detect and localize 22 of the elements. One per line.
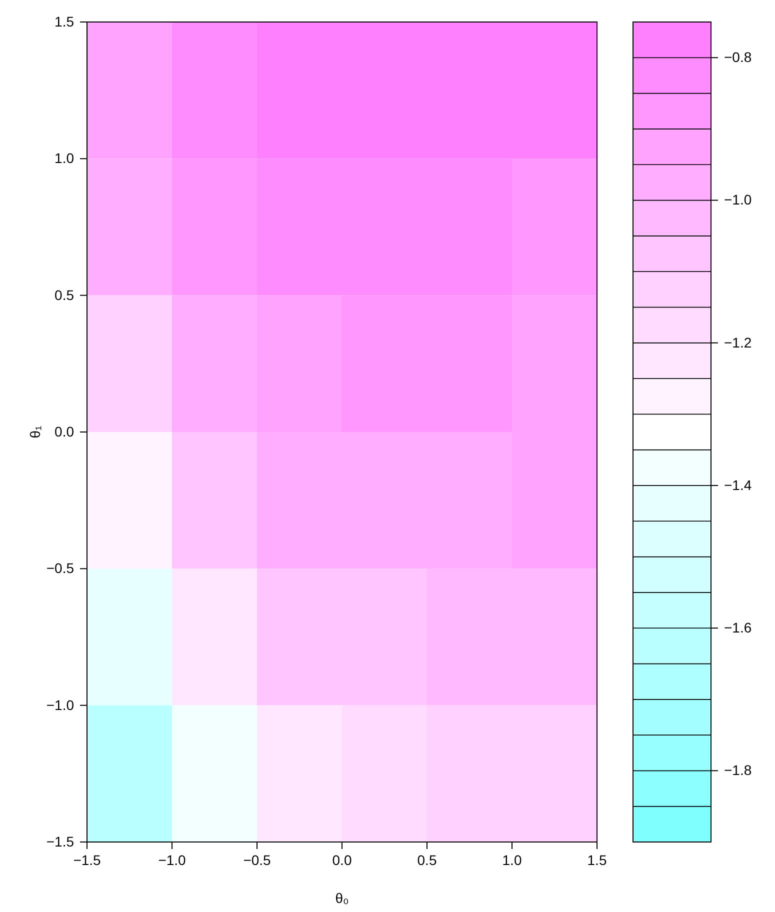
color-bar-label: −1.2 xyxy=(724,334,752,350)
x-tick-label: −1.5 xyxy=(73,852,102,868)
x-tick-label: 1.0 xyxy=(502,852,522,868)
x-tick-label: 1.5 xyxy=(587,852,607,868)
x-tick-label: −0.5 xyxy=(243,852,272,868)
x-tick-label: 0.5 xyxy=(417,852,437,868)
y-axis-title: θ₁ xyxy=(27,425,43,438)
color-bar-label: −1.6 xyxy=(724,620,752,636)
y-tick-label: 1.5 xyxy=(54,13,74,30)
y-tick-label: −0.5 xyxy=(46,560,74,576)
y-tick-label: 0.0 xyxy=(54,423,74,440)
y-tick-label: 1.0 xyxy=(54,150,74,166)
color-bar-label: −0.8 xyxy=(724,49,752,66)
y-tick-label: −1.0 xyxy=(46,696,74,713)
color-bar-label: −1.0 xyxy=(724,192,752,208)
x-axis-title: θ₀ xyxy=(335,890,349,906)
x-tick-label: 0.0 xyxy=(332,852,352,868)
color-bar-label: −1.4 xyxy=(724,476,752,493)
y-tick-label: 0.5 xyxy=(54,286,74,303)
color-bar-label: −1.8 xyxy=(724,762,752,778)
y-tick-label: −1.5 xyxy=(46,833,74,850)
x-tick-label: −1.0 xyxy=(158,852,186,868)
